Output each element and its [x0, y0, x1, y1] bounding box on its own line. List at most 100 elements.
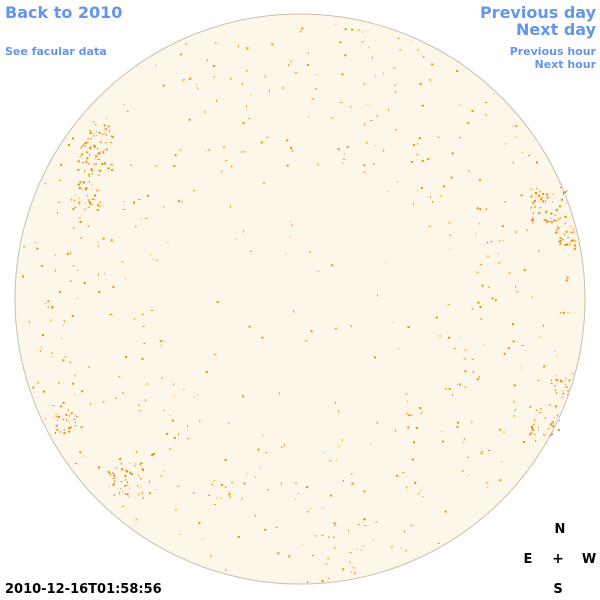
network-feature-dot: [55, 424, 58, 427]
network-feature-dot: [410, 161, 413, 163]
network-feature-dot: [123, 104, 125, 106]
network-feature-dot: [538, 249, 540, 252]
network-feature-dot: [243, 151, 246, 153]
network-feature-dot: [44, 303, 46, 305]
network-feature-dot: [125, 484, 128, 486]
network-feature-dot: [74, 421, 76, 424]
network-feature-dot: [485, 102, 488, 103]
network-feature-dot: [559, 205, 561, 208]
previous-day-link[interactable]: Previous day: [479, 3, 596, 22]
network-feature-dot: [214, 42, 217, 44]
network-feature-dot: [74, 425, 77, 427]
network-feature-dot: [102, 237, 105, 240]
network-feature-dot: [551, 433, 554, 436]
network-feature-dot: [341, 73, 344, 76]
network-feature-dot: [108, 125, 111, 127]
network-feature-dot: [69, 360, 71, 363]
network-feature-dot: [407, 426, 410, 429]
see-facular-data-link[interactable]: See facular data: [5, 45, 107, 58]
network-feature-dot: [129, 471, 131, 474]
next-hour-link[interactable]: Next hour: [534, 58, 597, 71]
network-feature-dot: [358, 29, 360, 32]
network-feature-dot: [488, 286, 490, 288]
network-feature-dot: [462, 470, 464, 473]
network-feature-dot: [564, 386, 566, 388]
network-feature-dot: [86, 151, 88, 154]
network-feature-dot: [383, 149, 385, 152]
network-feature-dot: [549, 435, 552, 437]
network-feature-dot: [93, 144, 96, 147]
network-feature-dot: [260, 466, 262, 468]
network-feature-dot: [419, 407, 422, 409]
network-feature-dot: [41, 334, 44, 337]
network-feature-dot: [448, 222, 451, 224]
network-feature-dot: [121, 261, 124, 263]
network-feature-dot: [563, 216, 565, 218]
back-to-year-link[interactable]: Back to 2010: [5, 3, 123, 22]
network-feature-dot: [538, 429, 540, 431]
network-feature-dot: [142, 325, 145, 327]
network-feature-dot: [199, 420, 201, 423]
network-feature-dot: [173, 436, 176, 439]
network-feature-dot: [163, 470, 165, 472]
network-feature-dot: [220, 484, 223, 486]
previous-hour-link[interactable]: Previous hour: [509, 45, 596, 58]
network-feature-dot: [73, 227, 75, 230]
network-feature-dot: [80, 237, 82, 240]
network-feature-dot: [322, 507, 324, 509]
network-feature-dot: [542, 200, 545, 203]
network-feature-dot: [126, 110, 129, 112]
network-feature-dot: [327, 558, 330, 560]
network-feature-dot: [515, 125, 518, 127]
network-feature-dot: [95, 131, 97, 133]
network-feature-dot: [145, 399, 147, 402]
next-day-link[interactable]: Next day: [516, 20, 596, 39]
network-feature-dot: [354, 571, 356, 574]
network-feature-dot: [106, 148, 108, 150]
network-feature-dot: [362, 519, 364, 521]
network-feature-dot: [542, 193, 545, 195]
network-feature-dot: [175, 508, 177, 511]
network-feature-dot: [50, 352, 53, 354]
network-feature-dot: [51, 306, 54, 308]
network-feature-dot: [85, 187, 88, 189]
network-feature-dot: [418, 137, 421, 140]
network-feature-dot: [250, 94, 252, 96]
network-feature-dot: [417, 142, 419, 145]
network-feature-dot: [67, 144, 70, 146]
network-feature-dot: [80, 146, 82, 149]
network-feature-dot: [264, 75, 266, 78]
network-feature-dot: [248, 325, 251, 328]
network-feature-dot: [72, 137, 74, 140]
observation-timestamp: 2010-12-16T01:58:56: [5, 582, 162, 597]
network-feature-dot: [107, 126, 109, 129]
network-feature-dot: [151, 454, 154, 456]
network-feature-dot: [540, 198, 543, 201]
network-feature-dot: [76, 270, 78, 271]
network-feature-dot: [290, 221, 292, 223]
network-feature-dot: [400, 547, 402, 549]
network-feature-dot: [119, 458, 122, 460]
network-feature-dot: [530, 219, 533, 222]
network-feature-dot: [550, 212, 553, 215]
network-feature-dot: [349, 561, 351, 564]
network-feature-dot: [61, 337, 63, 339]
network-feature-dot: [112, 164, 114, 166]
network-feature-dot: [435, 316, 438, 319]
network-feature-dot: [104, 161, 106, 164]
network-feature-dot: [553, 385, 556, 387]
network-feature-dot: [213, 65, 216, 68]
network-feature-dot: [367, 103, 369, 105]
network-feature-dot: [185, 42, 187, 45]
network-feature-dot: [137, 484, 139, 487]
network-feature-dot: [129, 487, 130, 489]
network-feature-dot: [467, 474, 469, 476]
network-feature-dot: [138, 493, 140, 496]
network-feature-dot: [550, 423, 553, 424]
network-feature-dot: [323, 452, 325, 454]
network-feature-dot: [565, 190, 568, 192]
network-feature-dot: [512, 125, 514, 127]
network-feature-dot: [103, 151, 105, 154]
network-feature-dot: [92, 121, 95, 123]
network-feature-dot: [342, 479, 344, 482]
